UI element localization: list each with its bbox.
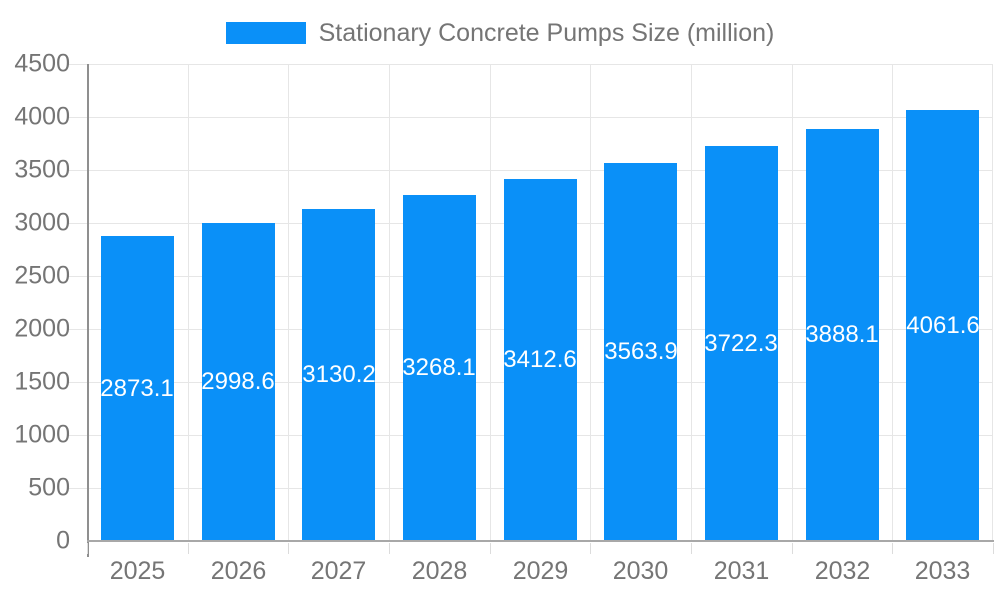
x-axis-tick-label: 2028 [411, 557, 468, 585]
bar-value-label: 3412.6 [503, 346, 577, 373]
x-axis-tick-label: 2032 [814, 557, 871, 585]
x-gridline [188, 64, 189, 541]
y-gridline [69, 64, 993, 65]
x-axis-tick [490, 543, 491, 554]
y-axis-tick-label: 4000 [14, 102, 70, 131]
x-gridline [288, 64, 289, 541]
bar-2030 [604, 163, 677, 541]
bar-2026 [202, 223, 275, 541]
y-axis-tick-label: 2500 [14, 261, 70, 290]
x-axis-line [87, 540, 994, 542]
x-gridline [992, 64, 993, 541]
bar-value-label: 3563.9 [604, 338, 678, 365]
bar-value-label: 3130.2 [302, 361, 376, 388]
x-gridline [691, 64, 692, 541]
bar-value-label: 2873.1 [100, 375, 174, 402]
legend-swatch [225, 22, 306, 44]
bar-value-label: 3268.1 [402, 354, 476, 381]
y-axis-tick-label: 2000 [14, 314, 70, 343]
x-axis-tick-label: 2029 [512, 557, 569, 585]
y-axis-tick-label: 3000 [14, 208, 70, 237]
x-axis-tick [792, 543, 793, 554]
bar-value-label: 2998.6 [201, 368, 275, 395]
x-axis-tick [892, 543, 893, 554]
x-axis-tick-label: 2030 [612, 557, 669, 585]
bar-value-label: 4061.6 [906, 312, 980, 339]
bar-value-label: 3722.3 [704, 330, 778, 357]
y-axis-line [87, 64, 89, 557]
y-axis-tick-label: 1000 [14, 420, 70, 449]
x-gridline [892, 64, 893, 541]
x-axis-tick-label: 2025 [109, 557, 166, 585]
y-axis-tick-label: 3500 [14, 155, 70, 184]
y-axis-tick-label: 0 [56, 526, 70, 555]
x-axis-tick [389, 543, 390, 554]
y-axis-tick-label: 1500 [14, 367, 70, 396]
bar-2025 [101, 236, 174, 541]
bar-2029 [504, 179, 577, 541]
x-axis-tick [288, 543, 289, 554]
x-axis-tick-label: 2027 [310, 557, 367, 585]
bar-2033 [906, 110, 979, 541]
x-gridline [792, 64, 793, 541]
legend-label: Stationary Concrete Pumps Size (million) [318, 18, 775, 47]
y-axis-tick-label: 500 [28, 473, 70, 502]
y-gridline [69, 170, 993, 171]
y-gridline [69, 117, 993, 118]
x-axis-tick-label: 2033 [914, 557, 971, 585]
x-axis-tick [590, 543, 591, 554]
x-gridline [590, 64, 591, 541]
x-gridline [490, 64, 491, 541]
y-axis-tick-label: 4500 [14, 49, 70, 78]
bar-2031 [705, 146, 778, 541]
x-axis-tick-label: 2026 [210, 557, 267, 585]
x-axis-tick-label: 2031 [713, 557, 770, 585]
x-axis-tick [87, 543, 88, 554]
x-axis-tick [691, 543, 692, 554]
bar-2027 [302, 209, 375, 541]
bar-2028 [403, 195, 476, 541]
plot-area: 2873.1 2998.6 3130.2 3268.1 3412.6 3563.9 3722… [69, 64, 993, 541]
bar-value-label: 3888.1 [805, 321, 879, 348]
x-gridline [389, 64, 390, 541]
bar-2032 [806, 129, 879, 541]
legend: Stationary Concrete Pumps Size (million) [0, 14, 1000, 52]
x-axis-tick [993, 543, 994, 554]
x-axis-tick [188, 543, 189, 554]
